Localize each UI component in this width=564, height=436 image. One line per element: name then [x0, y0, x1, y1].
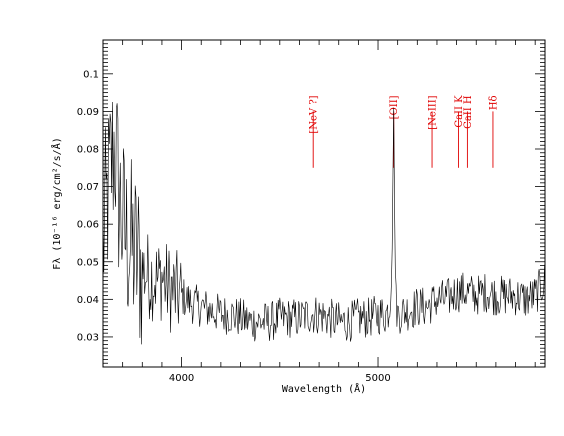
x-tick-label: 4000	[169, 373, 194, 384]
annotation-label: Hδ	[488, 95, 499, 110]
x-axis-label: Wavelength (Å)	[282, 382, 366, 395]
y-tick-label: 0.1	[83, 69, 99, 80]
annotation-label: [NeIII]	[428, 95, 439, 129]
annotation-label: [NeV ?]	[309, 95, 320, 133]
y-axis-label: Fλ (10⁻¹⁶ erg/cm²/s/Å)	[50, 137, 63, 269]
annotation-label: [OII]	[389, 95, 400, 119]
x-tick-label: 5000	[365, 373, 390, 384]
y-tick-label: 0.05	[77, 257, 99, 268]
y-tick-label: 0.08	[77, 145, 99, 156]
annotation-label: CaII K	[454, 95, 465, 128]
axis-ticks: 4000 5000 0.03 0.04 0.05 0.06 0.07 0.08 0.09 0.1	[77, 39, 545, 384]
series-layer	[102, 101, 545, 345]
y-tick-label: 0.09	[77, 107, 99, 118]
spectrum-line	[102, 101, 545, 345]
annotation-label: CaII H	[463, 95, 474, 129]
y-tick-label: 0.07	[77, 182, 99, 193]
y-tick-label: 0.06	[77, 220, 99, 231]
plot-frame	[102, 39, 546, 368]
y-tick-label: 0.04	[77, 295, 99, 306]
y-tick-label: 0.03	[77, 332, 99, 343]
